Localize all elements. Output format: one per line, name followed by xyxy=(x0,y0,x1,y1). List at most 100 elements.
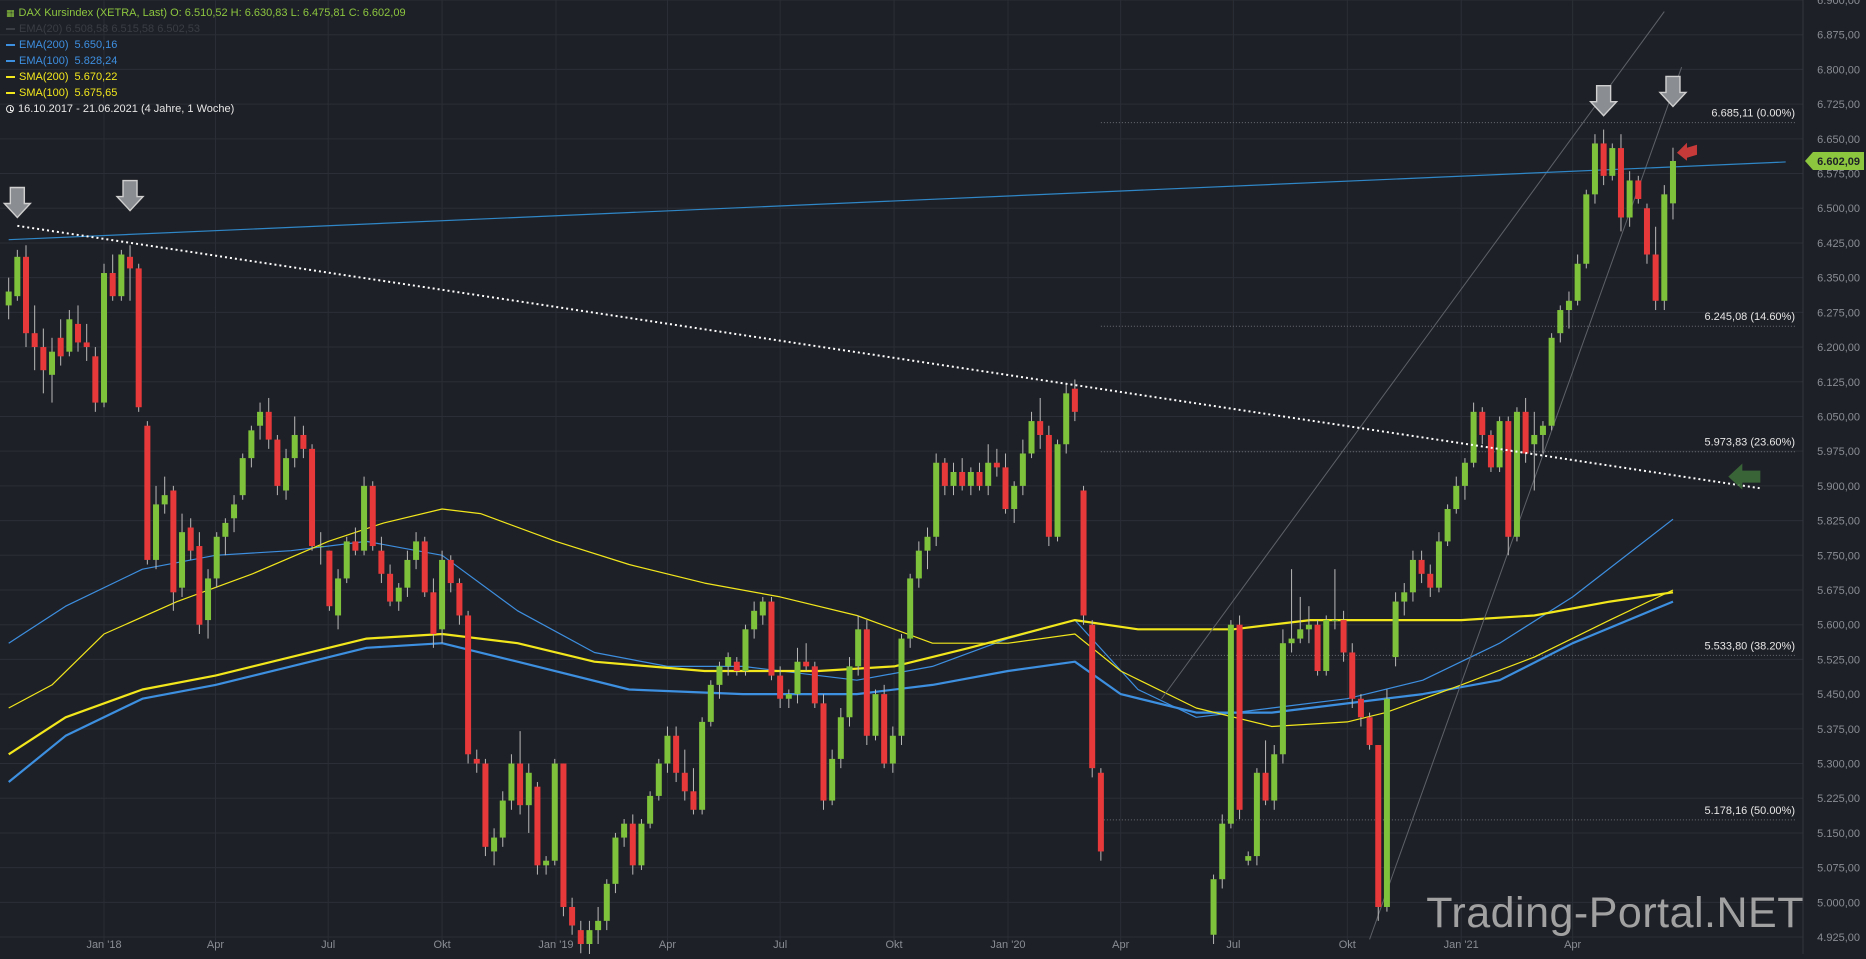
legend-item-value: 5.650,16 xyxy=(75,37,118,53)
candle xyxy=(1384,689,1390,911)
candle-body xyxy=(612,838,618,884)
candle-body xyxy=(872,694,878,736)
candle xyxy=(890,727,896,773)
candle xyxy=(153,486,159,569)
candle-body xyxy=(604,884,610,921)
candle-body xyxy=(1462,463,1468,486)
y-tick-label: 6.350,00 xyxy=(1817,273,1860,285)
candle-body xyxy=(855,629,861,666)
candle xyxy=(1549,333,1555,430)
candle-body xyxy=(474,759,480,764)
candle-body xyxy=(708,685,714,722)
candle xyxy=(1349,643,1355,708)
candle xyxy=(1375,745,1381,921)
candle-body xyxy=(777,676,783,699)
candle xyxy=(864,620,870,745)
candle-body xyxy=(1245,856,1251,861)
candle-body xyxy=(92,356,98,402)
candle-body xyxy=(84,342,90,347)
candle-body xyxy=(361,486,367,551)
candle-body xyxy=(925,537,931,551)
y-tick-label: 5.525,00 xyxy=(1817,654,1860,666)
candle xyxy=(725,652,731,675)
candle xyxy=(1497,416,1503,472)
candle xyxy=(708,680,714,726)
candle xyxy=(604,879,610,930)
fib-level-label: 5.973,83 (23.60%) xyxy=(1704,437,1795,449)
candle-body xyxy=(40,347,46,370)
candle-body xyxy=(1419,560,1425,574)
legend-swatch xyxy=(6,60,15,62)
candle xyxy=(1514,407,1520,541)
candle xyxy=(66,310,72,356)
candle-body xyxy=(786,694,792,699)
candle-body xyxy=(1280,643,1286,754)
candle-body xyxy=(1410,560,1416,592)
candle xyxy=(569,898,575,935)
candle xyxy=(136,264,142,412)
candle-body xyxy=(690,791,696,810)
candle xyxy=(413,532,419,569)
y-tick-label: 6.275,00 xyxy=(1817,307,1860,319)
candle xyxy=(214,532,220,588)
candle-body xyxy=(933,463,939,537)
x-tick-label: Jul xyxy=(1226,939,1240,951)
candle xyxy=(838,708,844,768)
candle xyxy=(925,528,931,570)
x-tick-label: Apr xyxy=(207,939,224,951)
candle xyxy=(439,551,445,644)
candle-body xyxy=(1488,435,1494,467)
candle xyxy=(786,689,792,708)
candle xyxy=(196,532,202,634)
candle-body xyxy=(846,666,852,717)
candle-body xyxy=(335,578,341,615)
legend-title-row: ▦ DAX Kursindex (XETRA, Last) O: 6.510,5… xyxy=(6,5,406,21)
candle xyxy=(1653,227,1659,310)
candle-body xyxy=(413,541,419,560)
y-tick-label: 5.225,00 xyxy=(1817,793,1860,805)
candle xyxy=(968,467,974,495)
candle-body xyxy=(682,773,688,792)
x-tick-label: Apr xyxy=(659,939,676,951)
y-tick-label: 5.375,00 xyxy=(1817,724,1860,736)
candle xyxy=(1453,477,1459,514)
grid xyxy=(0,0,1803,944)
candle-body xyxy=(1375,745,1381,907)
watermark: Trading-Portal.NET xyxy=(1426,889,1804,938)
candle-body xyxy=(58,338,64,357)
candle-body xyxy=(1436,541,1442,587)
candle-body xyxy=(907,578,913,638)
candle-body xyxy=(1029,421,1035,453)
candle-body xyxy=(1341,620,1347,652)
candle-body xyxy=(1445,509,1451,541)
candle-body xyxy=(318,546,324,547)
candle xyxy=(812,662,818,708)
candle-body xyxy=(1427,574,1433,588)
candle-body xyxy=(1471,412,1477,463)
candle-body xyxy=(162,495,168,504)
candle xyxy=(1315,620,1321,676)
candle-body xyxy=(101,273,107,403)
candle-body xyxy=(387,574,393,602)
candle-body xyxy=(448,560,454,583)
candle xyxy=(907,574,913,648)
candle-body xyxy=(1098,773,1104,852)
last-price-label: 6.602,09 xyxy=(1817,156,1860,168)
candle-body xyxy=(1549,338,1555,426)
small-arrow-icon xyxy=(1677,143,1697,161)
candle-body xyxy=(994,463,1000,468)
candle-body xyxy=(144,426,150,560)
candle-body xyxy=(1332,620,1338,621)
candle-body xyxy=(630,824,636,866)
candle-body xyxy=(491,838,497,852)
candle-body xyxy=(1479,412,1485,435)
candle-body xyxy=(309,449,315,546)
candle-body xyxy=(110,273,116,296)
candle-body xyxy=(1618,148,1624,217)
candle xyxy=(344,537,350,583)
candle-body xyxy=(1367,717,1373,745)
y-tick-label: 6.200,00 xyxy=(1817,342,1860,354)
candle xyxy=(768,597,774,680)
